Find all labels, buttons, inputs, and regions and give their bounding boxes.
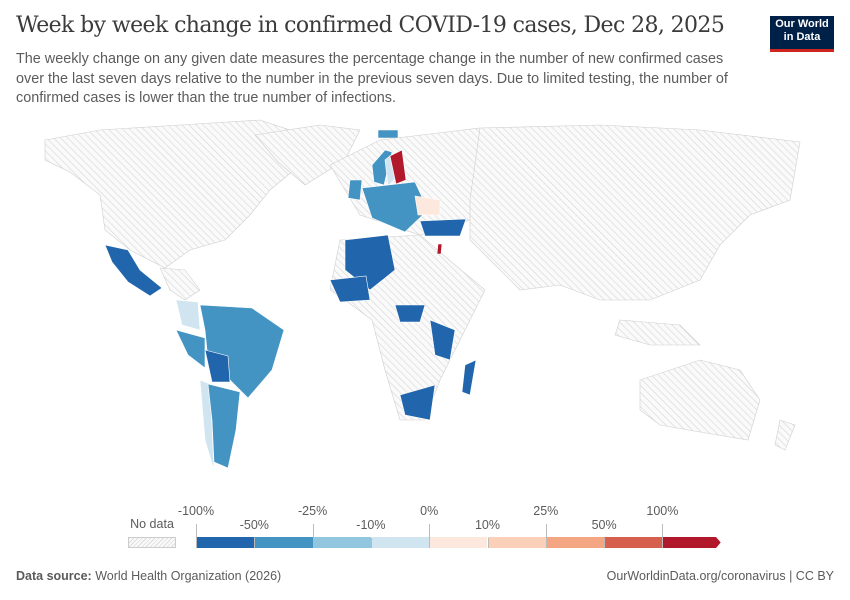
country-iceland[interactable]	[377, 129, 399, 139]
legend-tick-label: 25%	[533, 504, 559, 518]
legend-tick-label: 50%	[591, 518, 617, 532]
chart-subtitle: The weekly change on any given date meas…	[16, 51, 728, 106]
asia-no-data[interactable]	[469, 124, 801, 301]
country-brazil[interactable]	[199, 304, 285, 399]
legend-tick	[487, 538, 489, 548]
legend-tick	[370, 538, 372, 548]
country-peru[interactable]	[175, 329, 206, 369]
chart-title: Week by week change in confirmed COVID-1…	[16, 13, 725, 38]
legend-no-data-swatch	[128, 537, 176, 548]
country-colombia[interactable]	[175, 299, 201, 331]
legend-tick	[545, 524, 547, 548]
legend-tick-label: 0%	[420, 504, 439, 518]
logo-line-2: in Data	[783, 30, 821, 43]
country-turkey[interactable]	[419, 218, 467, 237]
indonesia-no-data[interactable]	[614, 319, 701, 346]
country-israel[interactable]	[436, 243, 443, 255]
country-south-africa[interactable]	[399, 384, 436, 421]
legend-bin[interactable]	[662, 537, 721, 548]
legend-tick	[254, 538, 256, 548]
country-tanzania[interactable]	[429, 319, 456, 361]
legend-tick	[312, 524, 314, 548]
legend-bin[interactable]	[254, 537, 313, 548]
country-argentina[interactable]	[207, 383, 241, 469]
new-zealand-no-data[interactable]	[774, 419, 796, 451]
country-bolivia[interactable]	[204, 349, 231, 383]
legend-tick-label: -25%	[298, 504, 328, 518]
legend-tick-label: -50%	[239, 518, 269, 532]
country-romania[interactable]	[414, 195, 441, 216]
legend-bin[interactable]	[196, 537, 255, 548]
logo-line-1: Our World	[775, 18, 829, 30]
central-america-no-data[interactable]	[159, 267, 201, 301]
data-source: Data source: World Health Organization (…	[16, 569, 281, 583]
data-source-label: Data source:	[16, 569, 92, 583]
legend-bin[interactable]	[312, 537, 371, 548]
legend-tick	[662, 524, 664, 548]
legend-bin[interactable]	[604, 537, 663, 548]
owid-logo[interactable]: Our World in Data	[770, 16, 834, 52]
footer-link[interactable]: OurWorldinData.org/coronavirus | CC BY	[606, 569, 834, 583]
legend-tick	[196, 524, 197, 548]
world-map[interactable]	[0, 115, 850, 495]
country-madagascar[interactable]	[461, 359, 477, 396]
country-cameroon[interactable]	[394, 304, 426, 323]
legend-tick	[604, 538, 606, 548]
country-mexico[interactable]	[104, 244, 163, 297]
legend-tick-label: 100%	[646, 504, 679, 518]
country-united-kingdom[interactable]	[347, 179, 363, 201]
legend-no-data-label: No data	[130, 517, 174, 531]
country-mali[interactable]	[329, 275, 371, 303]
legend-tick-label: -10%	[356, 518, 386, 532]
australia-no-data[interactable]	[639, 359, 761, 441]
legend-tick-label: 10%	[474, 518, 501, 532]
north-america-no-data[interactable]	[44, 119, 321, 269]
legend-tick-label: -100%	[177, 504, 215, 518]
country-algeria[interactable]	[344, 234, 396, 291]
legend-bin[interactable]	[487, 537, 546, 548]
data-source-value[interactable]: World Health Organization (2026)	[95, 569, 282, 583]
legend-bin[interactable]	[370, 537, 430, 548]
legend-tick	[429, 524, 431, 548]
legend-bin[interactable]	[429, 537, 488, 548]
country-finland[interactable]	[389, 149, 407, 185]
country-western-europe[interactable]	[361, 181, 429, 233]
legend-bin[interactable]	[545, 537, 605, 548]
